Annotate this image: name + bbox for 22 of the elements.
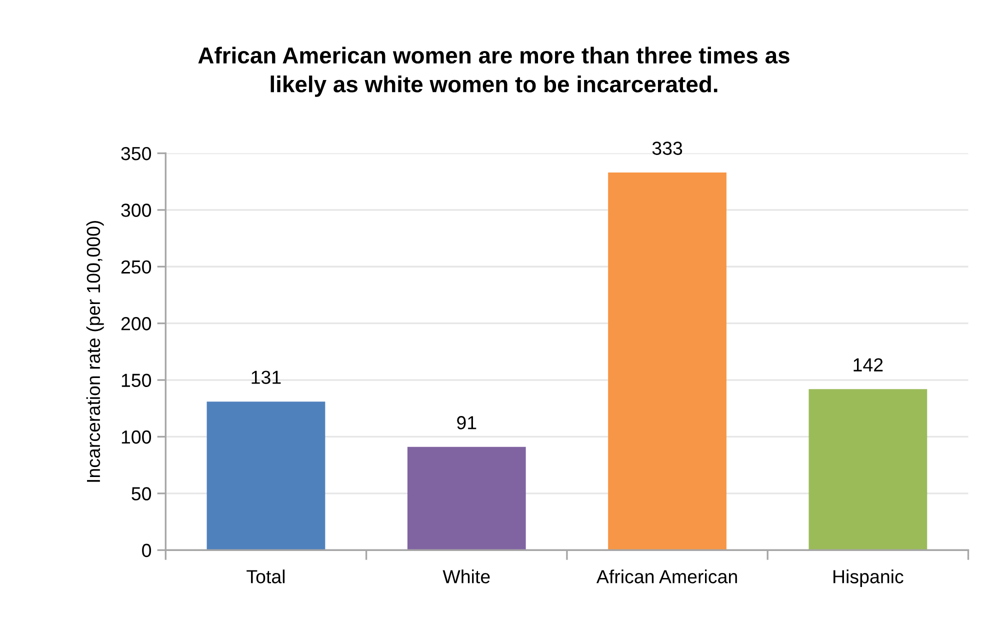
- y-tick-label: 350: [121, 146, 152, 160]
- x-tick-label: White: [442, 570, 490, 584]
- y-tick-label: 50: [132, 487, 152, 500]
- bar: [608, 172, 726, 550]
- x-tick-label: Total: [246, 570, 285, 584]
- x-tick-label: Hispanic: [834, 570, 904, 588]
- y-tick-label: 200: [121, 317, 152, 330]
- y-tick-label: 150: [122, 374, 152, 388]
- x-tick-label: African American: [596, 570, 737, 584]
- data-label: 333: [652, 142, 682, 155]
- data-label: 142: [854, 358, 883, 372]
- y-tick-label: 250: [121, 260, 152, 274]
- bar: [206, 402, 326, 550]
- data-label: 131: [252, 370, 281, 384]
- chart-title: African American women are more than three times as likely as white women to be incarcerated.: [198, 46, 790, 97]
- data-label: 91: [457, 416, 476, 430]
- y-tick-label: 300: [121, 204, 152, 217]
- y-tick-label: 0: [142, 544, 152, 558]
- bar: [808, 389, 928, 550]
- y-axis-title: Incarceration rate (per 100,000): [86, 220, 104, 482]
- y-tick-label: 100: [122, 430, 152, 444]
- bar: [407, 446, 526, 550]
